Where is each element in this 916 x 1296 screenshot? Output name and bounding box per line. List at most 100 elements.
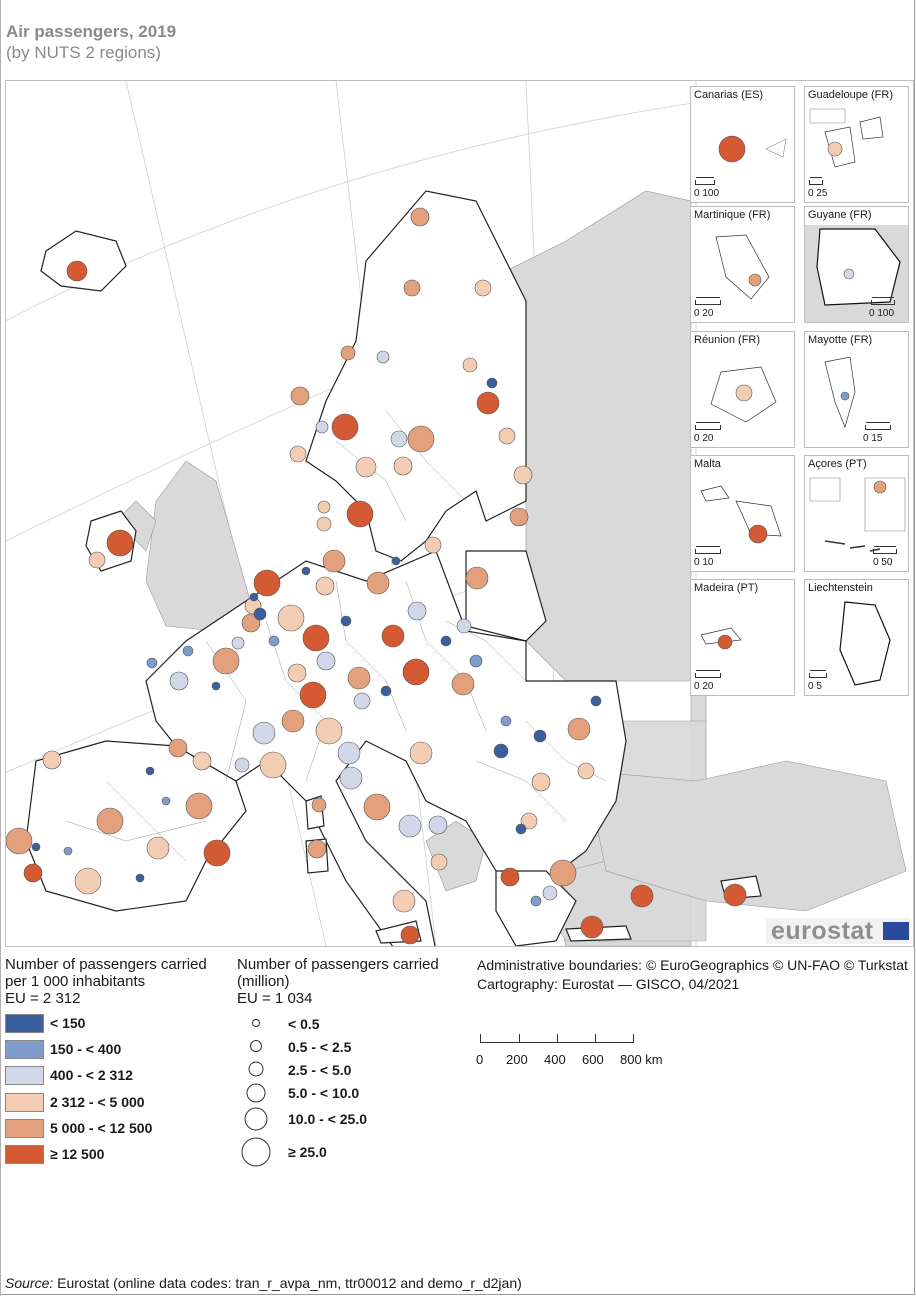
legend-size-label: 2.5 - < 5.0 (288, 1062, 352, 1078)
symbol (380, 685, 392, 697)
symbol (590, 695, 602, 707)
legend-rate-label: 400 - < 2 312 (50, 1067, 133, 1083)
inset-canarias: Canarias (ES) 0 100 (690, 86, 795, 203)
legend-circle (244, 1107, 268, 1131)
legend-rate-title-line1: Number of passengers carried (5, 956, 207, 973)
map-canvas (6, 81, 907, 946)
symbol (366, 571, 390, 595)
symbol (234, 757, 250, 773)
symbol (253, 569, 281, 597)
eu-flag-icon (883, 922, 909, 940)
legend-circle (252, 1019, 260, 1027)
scale-tick (557, 1034, 558, 1042)
inset-scale-label: 0 10 (694, 557, 714, 568)
legend-size-title-line3: EU = 1 034 (237, 990, 313, 1007)
inset-label: Guyane (FR) (808, 209, 872, 221)
symbol (322, 549, 346, 573)
legend-rate-title: Number of passengers carried per 1 000 i… (5, 956, 230, 1007)
symbol (259, 751, 287, 779)
credits: Administrative boundaries: © EuroGeograp… (477, 956, 908, 994)
legend-swatch (5, 1145, 44, 1164)
symbol (465, 566, 489, 590)
symbol (212, 647, 240, 675)
symbol (231, 636, 245, 650)
symbol (577, 762, 595, 780)
inset-label: Canarias (ES) (694, 89, 764, 101)
symbol (474, 279, 492, 297)
symbol (407, 425, 435, 453)
legend-swatch (5, 1040, 44, 1059)
scale-label: 400 (544, 1052, 566, 1067)
legend-rate-label: < 150 (50, 1015, 86, 1031)
symbol (500, 867, 520, 887)
symbol (355, 456, 377, 478)
inset-scale-label: 0 20 (694, 308, 714, 319)
eu-countries (25, 190, 762, 946)
symbol (381, 624, 405, 648)
legend-circle (248, 1061, 264, 1077)
symbol (509, 507, 529, 527)
symbol (145, 766, 155, 776)
legend-rate-label: 150 - < 400 (50, 1041, 122, 1057)
inset-madeira: Madeira (PT) 0 20 (690, 579, 795, 696)
inset-scale-bar (695, 297, 721, 305)
inset-acores: Açores (PT) 0 50 (804, 455, 909, 572)
scale-label: 800 km (620, 1052, 663, 1067)
symbol (203, 839, 231, 867)
symbol (281, 709, 305, 733)
symbol (424, 536, 442, 554)
legend-size-label: 0.5 - < 2.5 (288, 1039, 352, 1055)
symbol (106, 529, 134, 557)
symbol (135, 873, 145, 883)
symbol (253, 607, 267, 621)
symbol (363, 793, 391, 821)
symbol (476, 391, 500, 415)
scale-bar (480, 1034, 634, 1043)
symbol (346, 500, 374, 528)
inset-scale-bar (871, 297, 895, 305)
symbol (409, 741, 433, 765)
legend-swatch (5, 1066, 44, 1085)
inset-label: Açores (PT) (808, 458, 867, 470)
legend-rate-label: 5 000 - < 12 500 (50, 1120, 153, 1136)
symbol (549, 859, 577, 887)
legend-size-label: ≥ 25.0 (288, 1144, 327, 1160)
symbol (277, 604, 305, 632)
symbol (146, 836, 170, 860)
inset-label: Martinique (FR) (694, 209, 771, 221)
inset-liechtenstein: Liechtenstein 0 5 (804, 579, 909, 696)
source-prefix: Source: (5, 1275, 54, 1291)
legend-swatch (5, 1014, 44, 1033)
symbol (533, 729, 547, 743)
symbol (403, 279, 421, 297)
scale-tick (595, 1034, 596, 1042)
symbol (287, 663, 307, 683)
symbol (340, 345, 356, 361)
legend-rate-label: ≥ 12 500 (50, 1146, 105, 1162)
symbol (241, 613, 261, 633)
symbol (6, 827, 33, 855)
symbol (428, 815, 448, 835)
symbol (376, 350, 390, 364)
symbol (515, 823, 527, 835)
credits-cartography: Cartography: Eurostat — GISCO, 04/2021 (477, 976, 740, 992)
inset-reunion: Réunion (FR) 0 20 (690, 331, 795, 448)
symbol (249, 592, 259, 602)
legend-circle (246, 1083, 266, 1103)
legend-size-label: 5.0 - < 10.0 (288, 1085, 360, 1101)
legend-circle (241, 1137, 271, 1167)
symbol (315, 576, 335, 596)
inset-guyane: Guyane (FR) 0 100 (804, 206, 909, 323)
symbol (339, 766, 363, 790)
scale-label: 200 (506, 1052, 528, 1067)
inset-scale-bar (809, 177, 823, 185)
symbol (88, 551, 106, 569)
symbol (168, 738, 188, 758)
symbol (146, 657, 158, 669)
symbol (402, 658, 430, 686)
inset-mayotte: Mayotte (FR) 0 15 (804, 331, 909, 448)
symbol (268, 635, 280, 647)
inset-scale-bar (695, 670, 721, 678)
inset-scale-label: 0 5 (808, 681, 822, 692)
source-note: Source: Eurostat (online data codes: tra… (5, 1275, 522, 1291)
